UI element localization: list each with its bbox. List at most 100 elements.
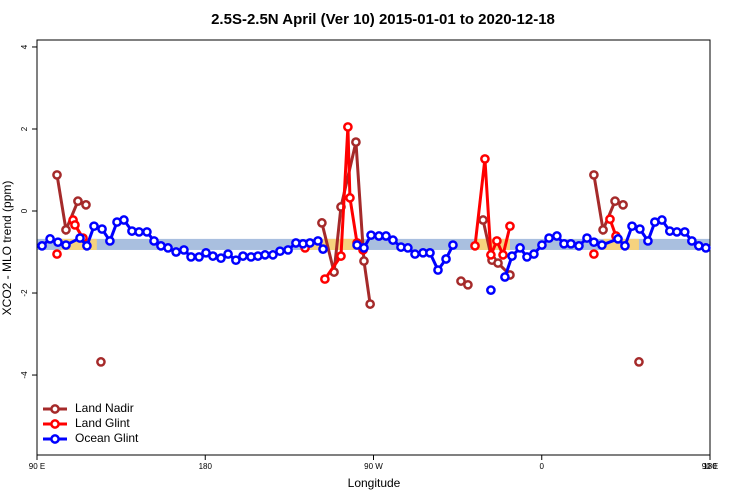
data-point [433, 265, 443, 275]
data-point [149, 236, 159, 246]
y-axis-label: XCO2 - MLO trend (ppm) [0, 181, 14, 316]
data-point [537, 240, 547, 250]
data-point [89, 221, 99, 232]
data-point [589, 249, 599, 259]
data-point [618, 200, 628, 210]
data-point [305, 238, 315, 248]
data-point [345, 193, 355, 203]
data-point [425, 247, 435, 258]
data-point [597, 240, 607, 250]
data-point [605, 214, 615, 225]
data-point [351, 137, 361, 147]
x-tick-label: 90 W [364, 462, 383, 471]
data-point [544, 233, 554, 243]
data-point [52, 249, 62, 259]
data-point [589, 170, 599, 180]
x-tick-label: 0 [540, 462, 545, 471]
y-tick-label: -4 [20, 371, 29, 379]
data-point [381, 231, 391, 241]
data-point [343, 122, 353, 132]
data-point [643, 236, 653, 246]
data-point [507, 251, 517, 261]
data-point [70, 220, 80, 230]
data-point [179, 245, 189, 255]
x-tick-label: 180 [703, 462, 717, 471]
data-point [186, 252, 196, 262]
data-point [275, 246, 285, 257]
data-point [486, 285, 496, 295]
data-point [231, 255, 241, 266]
legend-marker [50, 434, 60, 444]
data-point [687, 236, 697, 246]
data-point [529, 249, 539, 259]
data-point [313, 236, 323, 246]
y-tick-label: 2 [20, 126, 29, 131]
highlight-range [474, 238, 510, 250]
data-point [268, 250, 278, 260]
data-point [403, 243, 413, 253]
data-point [672, 227, 682, 237]
highlight-range [61, 238, 97, 250]
data-point [492, 236, 502, 246]
legend-label: Land Nadir [75, 401, 134, 415]
legend-marker [50, 404, 60, 414]
data-point [61, 225, 71, 235]
data-point [500, 272, 510, 282]
x-axis-label: Longitude [348, 476, 401, 490]
data-point [61, 240, 71, 250]
data-point [194, 252, 204, 262]
data-point [627, 221, 637, 232]
data-point [478, 215, 488, 225]
y-tick-label: -2 [20, 289, 29, 297]
data-point [134, 227, 144, 237]
data-point [582, 233, 592, 243]
data-point [515, 243, 525, 253]
data-point [320, 274, 330, 284]
data-point [448, 240, 458, 250]
chart-title: 2.5S-2.5N April (Ver 10) 2015-01-01 to 2… [211, 11, 555, 28]
data-point [480, 154, 490, 164]
data-point [486, 250, 496, 260]
data-point [505, 221, 515, 232]
series-line [473, 158, 512, 260]
legend-label: Land Glint [75, 416, 130, 430]
data-point [634, 357, 644, 367]
x-tick-label: 90 E [702, 462, 718, 471]
data-point [52, 170, 62, 180]
data-point [37, 241, 47, 251]
data-point [566, 238, 576, 249]
y-tick-label: 4 [20, 44, 29, 49]
data-point [45, 234, 55, 244]
data-point [493, 258, 503, 268]
data-point [410, 249, 420, 259]
data-point [73, 196, 83, 207]
data-point [441, 254, 451, 264]
reference-band [37, 238, 710, 250]
legend-marker [50, 419, 60, 429]
data-point [359, 256, 369, 266]
data-point [318, 244, 328, 254]
data-point [552, 231, 562, 241]
data-point [366, 230, 376, 241]
data-point [598, 225, 608, 235]
data-point [75, 233, 85, 243]
data-point [82, 241, 92, 251]
data-point [701, 243, 711, 253]
data-point [463, 279, 473, 290]
data-point [96, 357, 106, 367]
data-point [260, 250, 270, 260]
data-point [456, 276, 466, 286]
data-point [216, 253, 226, 264]
data-point [635, 224, 645, 234]
data-point [336, 251, 346, 261]
data-point [470, 241, 480, 251]
data-point [53, 237, 63, 248]
data-point [657, 215, 667, 225]
data-point [208, 251, 218, 261]
data-point [317, 218, 327, 228]
x-tick-label: 180 [199, 462, 213, 471]
data-point [171, 247, 181, 257]
y-tick-label: 0 [20, 208, 29, 213]
data-point [97, 224, 107, 234]
